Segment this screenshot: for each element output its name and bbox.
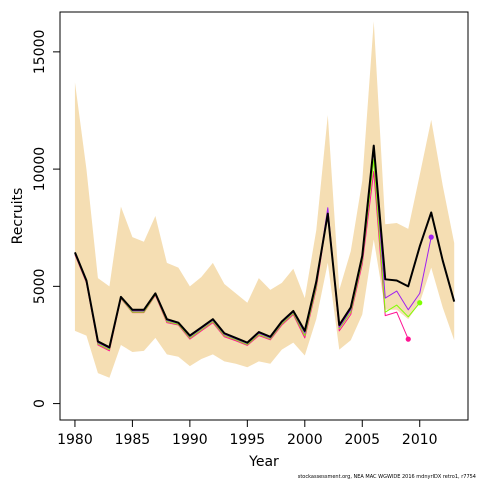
y-tick-label: 10000 bbox=[32, 147, 48, 192]
confidence-band bbox=[74, 21, 455, 378]
x-axis: 1980 1985 1990 1995 2000 2005 2010 bbox=[57, 419, 438, 448]
x-tick-label: 1995 bbox=[230, 432, 266, 448]
series-line-main bbox=[74, 144, 456, 349]
x-axis-label: Year bbox=[248, 454, 279, 470]
x-tick-label: 2005 bbox=[344, 432, 380, 448]
x-tick-label: 1990 bbox=[172, 432, 208, 448]
endpoint-layer bbox=[405, 234, 434, 342]
y-axis-label: Recruits bbox=[10, 188, 26, 245]
y-tick-label: 15000 bbox=[32, 30, 48, 75]
series-endpoint-retro-3 bbox=[405, 336, 411, 342]
series-endpoint-retro-2 bbox=[417, 300, 423, 306]
x-tick-label: 1985 bbox=[115, 432, 151, 448]
x-tick-label: 2000 bbox=[287, 432, 323, 448]
y-tick-label: 0 bbox=[32, 399, 48, 408]
series-layer bbox=[74, 144, 456, 352]
x-tick-label: 1980 bbox=[57, 432, 93, 448]
source-footnote: stockassessment.org, NEA MAC WGWIDE 2016… bbox=[298, 474, 476, 480]
y-axis: 0 5000 10000 15000 bbox=[32, 30, 60, 408]
x-tick-label: 2010 bbox=[402, 432, 438, 448]
confidence-band-layer bbox=[74, 21, 455, 378]
series-endpoint-retro-1 bbox=[428, 234, 434, 240]
y-tick-label: 5000 bbox=[32, 269, 48, 305]
series-line-retro-2 bbox=[74, 159, 421, 351]
